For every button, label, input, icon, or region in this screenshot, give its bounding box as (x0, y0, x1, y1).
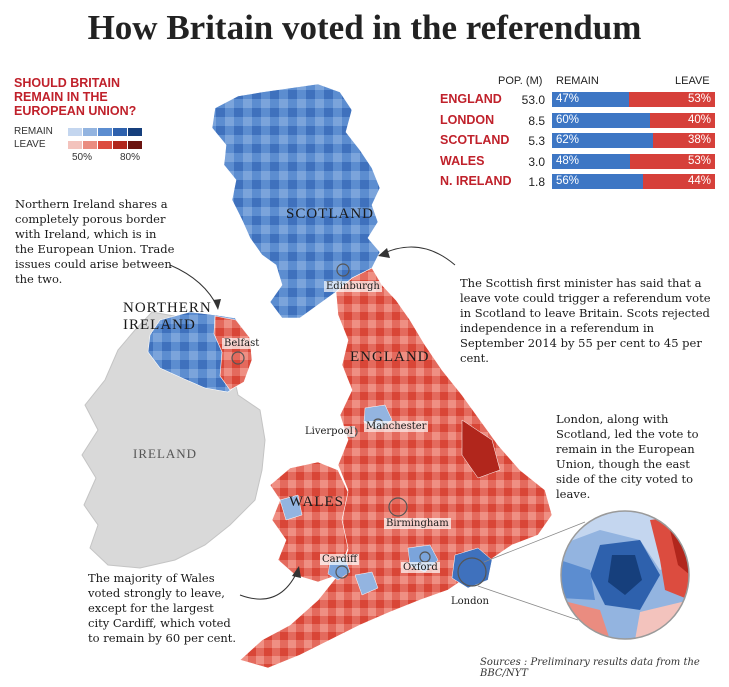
wales-west-remain-area (279, 494, 303, 521)
leave-swatch (113, 141, 127, 149)
legend-leave-label: LEAVE (14, 139, 46, 150)
leave-swatch (98, 141, 112, 149)
page-title: How Britain voted in the referendum (87, 8, 642, 47)
leave-swatch (128, 141, 142, 149)
remain-swatch (128, 128, 142, 136)
region-label-england: ENGLAND (350, 349, 430, 365)
row-population: 8.5 (528, 113, 545, 128)
row-remain-fill (552, 112, 650, 128)
row-region-name: SCOTLAND (440, 133, 510, 147)
cardiff-marker (335, 565, 349, 579)
row-result-bar: 56% 44% (552, 174, 715, 189)
row-leave-pct: 53% (687, 154, 711, 167)
table-header-leave: LEAVE (675, 75, 710, 87)
row-result-bar: 48% 53% (552, 153, 715, 169)
table-row: ENGLAND 53.0 47% 53% (440, 91, 715, 109)
row-remain-fill (552, 92, 629, 107)
remain-swatch (68, 128, 82, 136)
city-label-london: London (449, 596, 491, 607)
legend-remain-label: REMAIN (14, 126, 53, 137)
legend-tick-low: 50% (72, 152, 93, 163)
belfast-marker (231, 351, 245, 365)
city-label-birmingham: Birmingham (384, 518, 451, 529)
city-label-edinburgh: Edinburgh (324, 281, 382, 292)
table-row: WALES 3.0 48% 53% (440, 153, 715, 171)
note-london: London, along with Scotland, led the vot… (556, 412, 699, 501)
city-label-liverpool: Liverpool (303, 426, 355, 437)
region-label-wales: WALES (289, 494, 344, 510)
note-scotland: The Scottish first minister has said tha… (460, 276, 711, 365)
row-region-name: LONDON (440, 112, 495, 127)
row-population: 5.3 (528, 134, 545, 148)
row-remain-pct: 56% (556, 175, 580, 187)
row-leave-pct: 38% (687, 134, 711, 146)
city-label-cardiff: Cardiff (320, 554, 360, 565)
remain-swatch (113, 128, 127, 136)
wales-arrow (239, 569, 299, 600)
row-population: 3.0 (528, 154, 545, 169)
london-remain-area (451, 547, 493, 589)
note-northern-ireland: Northern Ireland shares a completely por… (15, 197, 175, 286)
row-remain-fill (552, 153, 631, 169)
row-population: 1.8 (528, 175, 545, 189)
table-row: N. IRELAND 1.8 56% 44% (440, 173, 715, 191)
row-region-name: WALES (440, 153, 485, 168)
table-row: LONDON 8.5 60% 40% (440, 112, 715, 130)
row-remain-pct: 62% (556, 134, 580, 146)
remain-swatch (98, 128, 112, 136)
row-remain-fill (552, 133, 654, 148)
edinburgh-marker (336, 263, 350, 277)
leave-swatch (68, 141, 82, 149)
legend-tick-high: 80% (120, 152, 141, 163)
belfast-area (213, 315, 253, 391)
city-label-belfast: Belfast (222, 338, 262, 349)
table-row: SCOTLAND 5.3 62% 38% (440, 132, 715, 150)
row-result-bar: 60% 40% (552, 112, 715, 128)
row-leave-pct: 44% (687, 175, 711, 187)
source-note: Sources : Preliminary results data from … (480, 657, 700, 679)
row-population: 53.0 (521, 93, 545, 107)
wales-shape (269, 461, 349, 583)
region-label-northern-ireland-line2: IRELAND (123, 317, 196, 333)
london-zoom-inset (561, 511, 689, 639)
london-marker (457, 557, 487, 587)
row-remain-pct: 60% (556, 113, 580, 126)
row-region-name: ENGLAND (440, 92, 502, 106)
bristol-remain-area (354, 571, 379, 596)
scotland-arrow (379, 246, 456, 266)
table-header-pop: POP. (M) (498, 75, 543, 87)
region-label-scotland: SCOTLAND (286, 206, 375, 222)
row-leave-pct: 40% (687, 113, 711, 126)
region-label-northern-ireland-line1: NORTHERN (123, 300, 212, 316)
row-result-bar: 62% 38% (552, 133, 715, 148)
row-region-name: N. IRELAND (440, 174, 512, 188)
birmingham-marker (388, 497, 408, 517)
east-leave-area (461, 419, 501, 479)
row-result-bar: 47% 53% (552, 92, 715, 107)
row-remain-pct: 47% (556, 93, 580, 105)
row-remain-fill (552, 174, 644, 189)
row-leave-pct: 53% (687, 93, 711, 105)
city-label-manchester: Manchester (364, 421, 429, 432)
note-wales: The majority of Wales voted strongly to … (88, 571, 237, 645)
legend-question: SHOULD BRITAIN REMAIN IN THE EUROPEAN UN… (14, 76, 137, 118)
city-label-oxford: Oxford (401, 562, 440, 573)
remain-swatch (83, 128, 97, 136)
table-header-remain: REMAIN (556, 75, 599, 87)
row-remain-pct: 48% (556, 154, 580, 167)
leave-swatch (83, 141, 97, 149)
region-label-ireland: IRELAND (133, 446, 198, 461)
